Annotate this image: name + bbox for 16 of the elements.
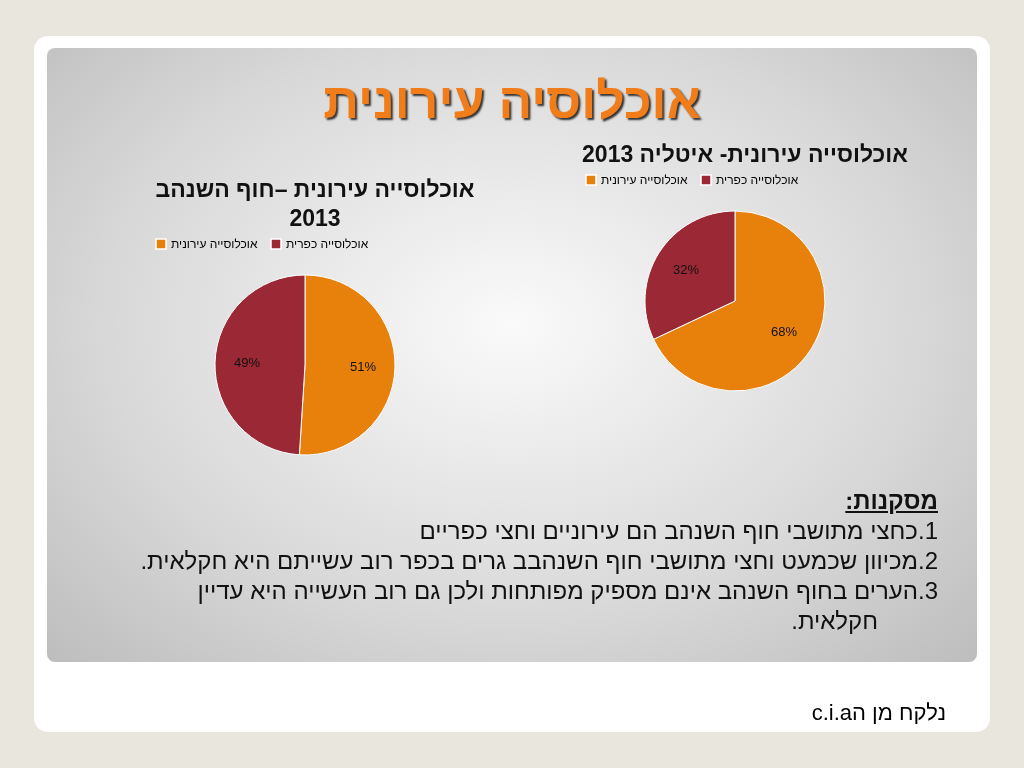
text: נלקח מן הc.i.a bbox=[810, 700, 946, 726]
data-label: 68% bbox=[770, 324, 798, 340]
text: 1.כחצי מתושבי חוף השנהב הם עירוניים וחצי כפריים bbox=[418, 516, 938, 546]
legend-label: אוכלוסייה עירונית bbox=[171, 237, 258, 251]
legend-label: אוכלוסייה כפרית bbox=[716, 173, 799, 187]
text: 2.מכיוון שכמעט וחצי מתושבי חוף השנהבב גרים בכפר רוב עשייתם היא חקלאית. bbox=[139, 546, 938, 576]
legend-label: אוכלוסייה כפרית bbox=[286, 237, 369, 251]
data-label: 32% bbox=[673, 261, 700, 277]
text: 3.הערים בחוף השנהב אינם מספיק מפותחות ולכן גם רוב העשייה היא עדיין חקלאית. bbox=[196, 576, 938, 636]
data-label: 51% bbox=[349, 358, 377, 374]
text: אוכלוסיה עירונית bbox=[322, 72, 702, 130]
text: מסקנות: bbox=[844, 486, 938, 516]
legend-label: אוכלוסייה עירונית bbox=[601, 173, 688, 187]
chart-title: אוכלוסייה עירונית- איטליה 2013 bbox=[581, 140, 909, 169]
chart-title: אוכלוסייה עירונית –חוף השנהב 2013 bbox=[154, 175, 476, 233]
data-label: 49% bbox=[234, 355, 261, 371]
